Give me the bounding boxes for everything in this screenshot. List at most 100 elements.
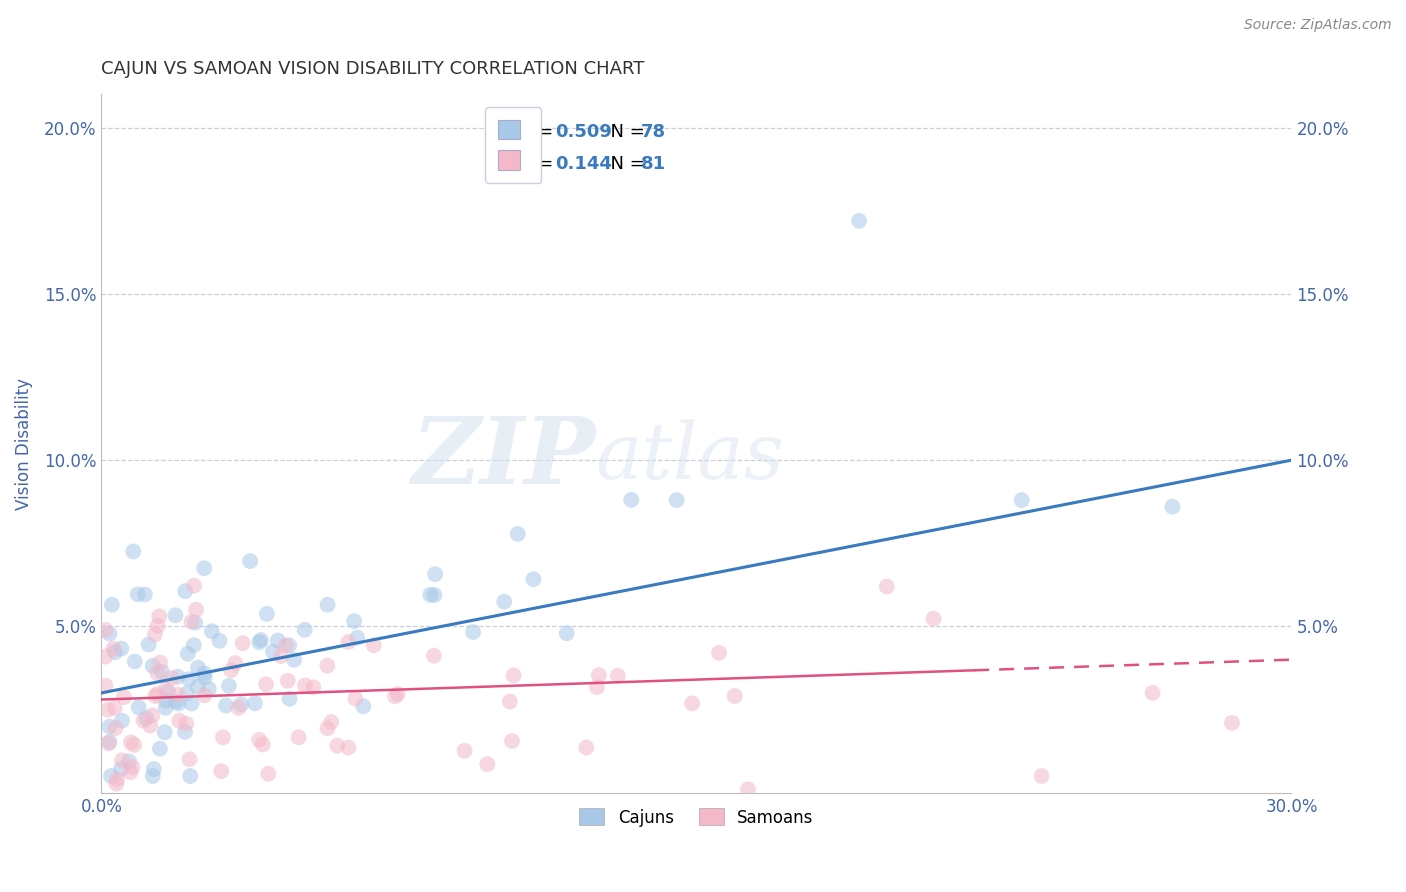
Point xyxy=(174,724,197,739)
Point xyxy=(363,638,385,652)
Point xyxy=(149,656,172,670)
Point xyxy=(146,687,169,701)
Point xyxy=(111,714,134,728)
Point xyxy=(501,734,523,748)
Point xyxy=(141,708,163,723)
Point xyxy=(179,769,201,783)
Point xyxy=(337,740,360,755)
Point xyxy=(142,769,165,783)
Point xyxy=(118,755,141,769)
Point xyxy=(94,649,117,664)
Point xyxy=(143,627,166,641)
Point xyxy=(876,580,898,594)
Point xyxy=(183,579,205,593)
Point xyxy=(198,681,221,696)
Point xyxy=(157,684,180,698)
Point xyxy=(287,730,309,744)
Point xyxy=(160,671,183,685)
Point xyxy=(167,697,190,711)
Point xyxy=(110,641,132,656)
Point xyxy=(1011,493,1033,508)
Point xyxy=(384,690,406,704)
Point xyxy=(494,595,516,609)
Point xyxy=(423,588,446,602)
Text: Source: ZipAtlas.com: Source: ZipAtlas.com xyxy=(1244,18,1392,32)
Point xyxy=(665,493,688,508)
Point xyxy=(149,741,172,756)
Point xyxy=(127,587,149,601)
Point xyxy=(97,736,120,750)
Point xyxy=(267,633,290,648)
Text: atlas: atlas xyxy=(595,419,785,496)
Point xyxy=(177,647,200,661)
Text: 0.144: 0.144 xyxy=(555,155,612,173)
Point xyxy=(98,720,121,734)
Point xyxy=(166,688,188,702)
Point xyxy=(94,623,117,637)
Point xyxy=(252,738,274,752)
Point xyxy=(104,701,127,715)
Point xyxy=(139,718,162,732)
Point xyxy=(423,648,446,663)
Point xyxy=(166,670,188,684)
Point xyxy=(212,731,235,745)
Point xyxy=(184,615,207,630)
Point xyxy=(112,690,135,705)
Point xyxy=(316,658,339,673)
Point xyxy=(278,691,301,706)
Point xyxy=(104,645,127,659)
Point xyxy=(121,760,143,774)
Point xyxy=(132,714,155,728)
Point xyxy=(239,554,262,568)
Point xyxy=(278,638,301,652)
Point xyxy=(343,614,366,628)
Legend: Cajuns, Samoans: Cajuns, Samoans xyxy=(572,802,820,833)
Point xyxy=(104,721,127,735)
Point xyxy=(135,711,157,725)
Point xyxy=(98,626,121,640)
Point xyxy=(146,665,169,680)
Point xyxy=(1220,715,1243,730)
Point xyxy=(100,769,122,783)
Point xyxy=(243,696,266,710)
Point xyxy=(179,752,201,766)
Point xyxy=(103,641,125,656)
Point xyxy=(231,698,253,712)
Point xyxy=(461,625,484,640)
Point xyxy=(143,689,166,703)
Point xyxy=(180,697,202,711)
Point xyxy=(201,624,224,639)
Point xyxy=(737,782,759,797)
Text: CAJUN VS SAMOAN VISION DISABILITY CORRELATION CHART: CAJUN VS SAMOAN VISION DISABILITY CORREL… xyxy=(101,60,645,78)
Point xyxy=(522,572,544,586)
Point xyxy=(294,678,316,692)
Point xyxy=(620,492,643,507)
Point xyxy=(153,725,176,739)
Point xyxy=(165,695,187,709)
Point xyxy=(316,722,339,736)
Text: R =: R = xyxy=(520,123,560,141)
Point xyxy=(128,700,150,714)
Point xyxy=(326,739,349,753)
Point xyxy=(254,677,277,691)
Point xyxy=(111,753,134,767)
Point xyxy=(124,655,146,669)
Point xyxy=(97,703,120,717)
Point xyxy=(344,691,367,706)
Point xyxy=(101,598,124,612)
Point xyxy=(177,672,200,686)
Point xyxy=(575,740,598,755)
Point xyxy=(183,638,205,652)
Point xyxy=(423,567,446,582)
Point xyxy=(208,633,231,648)
Point xyxy=(150,665,173,679)
Point xyxy=(187,680,209,694)
Point xyxy=(174,716,197,731)
Point xyxy=(193,666,215,681)
Point xyxy=(105,772,128,787)
Point xyxy=(586,680,609,694)
Point xyxy=(215,698,238,713)
Point xyxy=(848,214,870,228)
Point xyxy=(555,626,578,640)
Point xyxy=(1161,500,1184,514)
